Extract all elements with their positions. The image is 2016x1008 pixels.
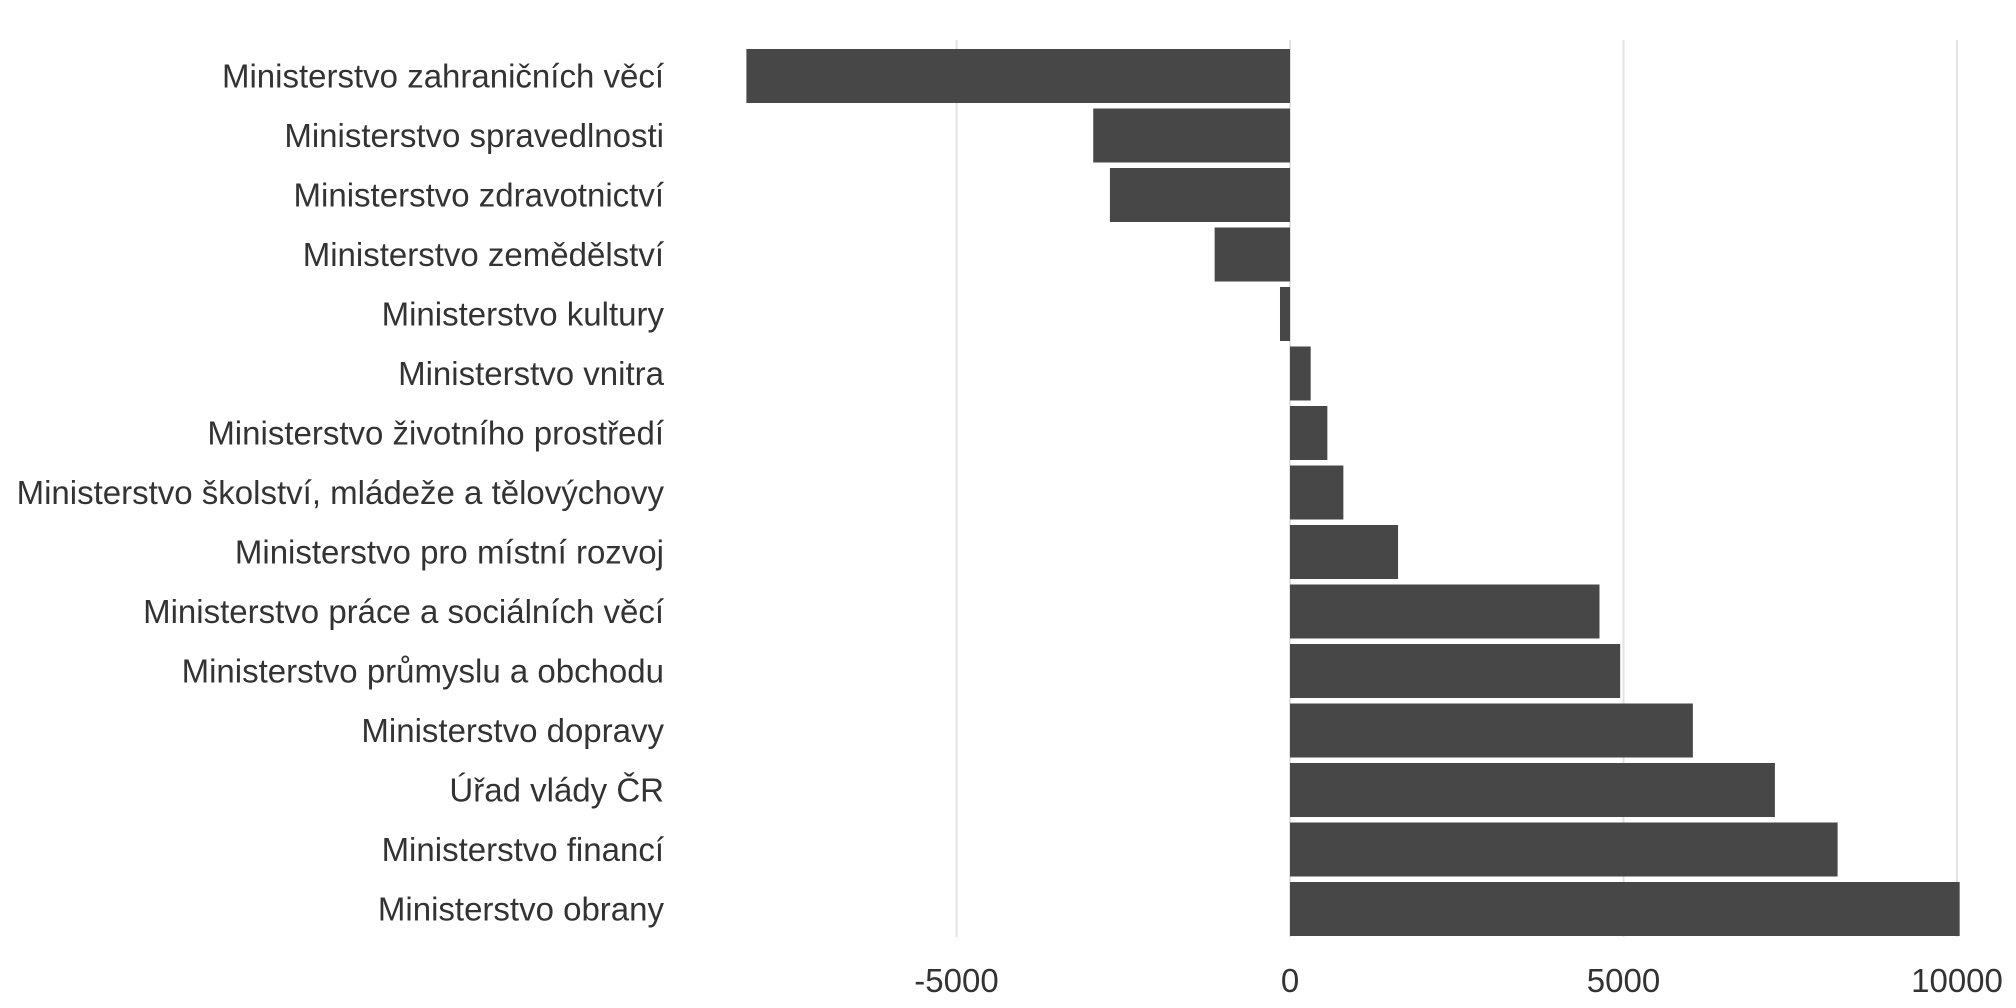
x-tick-label: -5000 [914,962,998,999]
x-tick-label: 5000 [1587,962,1660,999]
category-label: Ministerstvo pro místní rozvoj [235,534,664,571]
category-label: Ministerstvo práce a sociálních věcí [143,593,664,630]
bar [1290,763,1775,817]
bars [746,49,1960,936]
category-label: Ministerstvo zahraničních věcí [222,58,664,95]
category-label: Ministerstvo kultury [382,296,665,333]
category-label: Ministerstvo vnitra [398,355,665,392]
bar [1214,227,1290,282]
x-axis-ticks: -5000 0 5000 10000 [914,962,2003,999]
bar [746,49,1290,103]
bar [1290,703,1693,758]
bar [1093,108,1290,163]
category-label: Ministerstvo dopravy [361,712,664,749]
bar [1290,822,1838,877]
bar [1279,287,1290,341]
category-label: Ministerstvo spravedlnosti [284,117,664,154]
bar [1290,584,1600,639]
x-tick-label: 0 [1281,962,1299,999]
category-label: Ministerstvo zemědělství [303,236,664,273]
bar [1290,406,1328,460]
bar [1290,525,1399,579]
bar [1290,644,1621,698]
category-label: Ministerstvo školství, mládeže a tělovýc… [17,474,665,511]
x-tick-label: 10000 [1911,962,2003,999]
bar [1290,346,1311,401]
category-label: Ministerstvo obrany [378,891,665,928]
category-label: Úřad vlády ČR [449,772,664,809]
category-label: Ministerstvo financí [382,831,664,868]
bar [1109,168,1290,222]
category-label: Ministerstvo průmyslu a obchodu [182,653,664,690]
category-labels: Ministerstvo zahraničních věcí Ministerst… [17,58,665,928]
category-label: Ministerstvo zdravotnictví [294,177,664,214]
bar [1290,882,1960,936]
category-label: Ministerstvo životního prostředí [207,415,664,452]
bar [1290,465,1344,520]
